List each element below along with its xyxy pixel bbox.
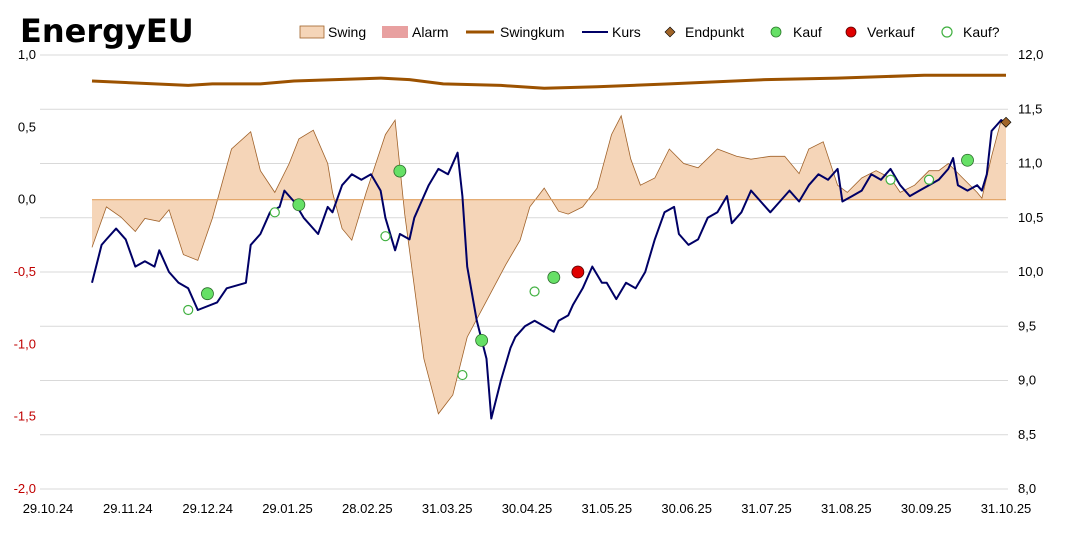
kauf-q-marker bbox=[885, 174, 896, 185]
right-axis-ticks: 12,0 11,5 11,0 10,5 10,0 9,5 9,0 8,5 8,0 bbox=[1018, 47, 1043, 496]
kauf-q-marker bbox=[529, 286, 540, 297]
right-tick-label: 10,0 bbox=[1018, 264, 1043, 279]
legend-item-kauf: Kauf bbox=[770, 24, 822, 40]
legend-kurs-label: Kurs bbox=[612, 24, 641, 40]
left-tick-label: 0,5 bbox=[18, 119, 36, 134]
line-series-layer bbox=[91, 73, 1007, 420]
legend-item-swing: Swing bbox=[299, 24, 366, 40]
x-tick-label: 31.03.25 bbox=[422, 501, 473, 516]
x-tick-label: 31.10.25 bbox=[981, 501, 1032, 516]
legend-swing-swatch bbox=[299, 25, 325, 39]
gridlines bbox=[40, 54, 1008, 490]
legend-item-verkauf: Verkauf bbox=[845, 24, 915, 40]
legend-alarm-swatch bbox=[382, 26, 408, 38]
legend-kauf-circle-icon bbox=[770, 26, 782, 38]
right-tick-label: 8,0 bbox=[1018, 481, 1036, 496]
legend-endpunkt-diamond-icon bbox=[664, 26, 676, 38]
legend: Swing Alarm Swingkum Kurs Endpunkt Kauf … bbox=[299, 24, 1000, 40]
x-tick-label: 30.06.25 bbox=[661, 501, 712, 516]
legend-kauf-q-label: Kauf? bbox=[963, 24, 1000, 40]
left-tick-label: 0,0 bbox=[18, 192, 36, 207]
right-tick-label: 11,0 bbox=[1018, 156, 1042, 171]
right-tick-label: 8,5 bbox=[1018, 427, 1036, 442]
legend-endpunkt-label: Endpunkt bbox=[685, 24, 744, 40]
kauf-q-marker bbox=[457, 369, 468, 381]
swing-area bbox=[92, 115, 1006, 414]
legend-verkauf-label: Verkauf bbox=[867, 24, 915, 40]
x-tick-label: 31.07.25 bbox=[741, 501, 792, 516]
kurs-line bbox=[91, 119, 1007, 420]
kauf-marker bbox=[292, 198, 306, 212]
legend-swing-label: Swing bbox=[328, 24, 366, 40]
legend-item-swingkum: Swingkum bbox=[466, 24, 565, 40]
x-tick-label: 31.08.25 bbox=[821, 501, 872, 516]
kauf-q-marker bbox=[380, 231, 391, 242]
left-tick-label: -2,0 bbox=[14, 481, 36, 496]
x-tick-label: 29.12.24 bbox=[182, 501, 233, 516]
chart-title: EnergyEU bbox=[20, 12, 194, 50]
x-tick-label: 31.05.25 bbox=[582, 501, 633, 516]
marker-layer bbox=[183, 116, 1012, 381]
left-tick-label: -1,0 bbox=[14, 336, 36, 351]
x-tick-label: 29.10.24 bbox=[23, 501, 74, 516]
right-tick-label: 11,5 bbox=[1018, 101, 1042, 116]
right-tick-label: 10,5 bbox=[1018, 210, 1043, 225]
x-tick-label: 30.09.25 bbox=[901, 501, 952, 516]
kauf-q-marker bbox=[269, 207, 280, 218]
kauf-q-marker bbox=[923, 174, 935, 185]
legend-item-endpunkt: Endpunkt bbox=[664, 24, 744, 40]
verkauf-marker bbox=[571, 265, 585, 279]
left-tick-label: -0,5 bbox=[14, 264, 36, 279]
legend-item-kauf-q: Kauf? bbox=[941, 24, 1000, 40]
kauf-marker bbox=[961, 153, 974, 167]
endpunkt-marker bbox=[1000, 116, 1012, 128]
right-tick-label: 9,5 bbox=[1018, 318, 1036, 333]
kauf-marker bbox=[393, 164, 407, 178]
left-tick-label: 1,0 bbox=[18, 47, 36, 62]
left-axis-ticks: 1,0 0,5 0,0 -0,5 -1,0 -1,5 -2,0 bbox=[14, 47, 36, 496]
legend-kauf-label: Kauf bbox=[793, 24, 822, 40]
kauf-marker bbox=[547, 271, 561, 284]
legend-verkauf-circle-icon bbox=[845, 26, 857, 38]
swingkum-line bbox=[91, 73, 1006, 90]
kauf-marker bbox=[201, 287, 214, 301]
x-tick-label: 29.11.24 bbox=[103, 501, 153, 516]
legend-item-alarm: Alarm bbox=[382, 24, 449, 40]
legend-swingkum-label: Swingkum bbox=[500, 24, 565, 40]
kauf-marker bbox=[475, 333, 489, 347]
right-tick-label: 9,0 bbox=[1018, 373, 1036, 388]
kauf-q-marker bbox=[183, 304, 194, 316]
x-axis-ticks: 29.10.24 29.11.24 29.12.24 29.01.25 28.02.25… bbox=[23, 501, 1032, 516]
legend-kauf-q-circle-icon bbox=[941, 26, 953, 38]
x-tick-label: 28.02.25 bbox=[342, 501, 393, 516]
left-tick-label: -1,5 bbox=[14, 409, 36, 424]
legend-item-kurs: Kurs bbox=[582, 24, 641, 40]
swing-area-layer bbox=[91, 114, 1006, 415]
legend-alarm-label: Alarm bbox=[412, 24, 449, 40]
swing-outline bbox=[91, 114, 1006, 415]
x-tick-label: 30.04.25 bbox=[502, 501, 553, 516]
right-tick-label: 12,0 bbox=[1018, 47, 1043, 62]
x-tick-label: 29.01.25 bbox=[262, 501, 313, 516]
